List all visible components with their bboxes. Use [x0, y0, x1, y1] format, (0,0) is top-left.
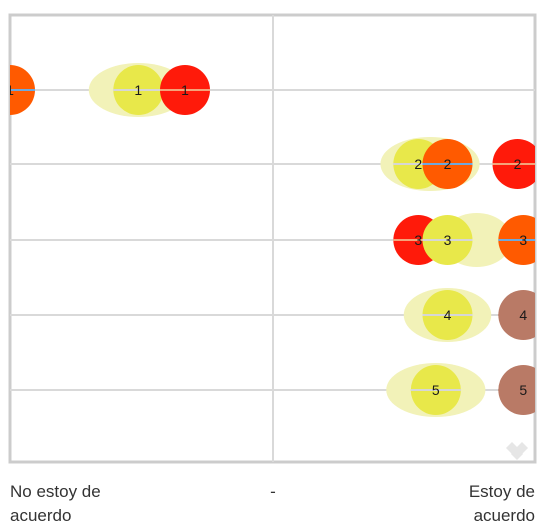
- point-label: 1: [134, 82, 142, 98]
- point-row-2-3[interactable]: 2: [492, 139, 543, 189]
- point-label: 3: [519, 232, 527, 248]
- points-layer: 1 1 1 2 2 2 3 3 3 4 4 5 5: [0, 65, 545, 415]
- point-row-5-1[interactable]: 5: [410, 365, 461, 415]
- point-label: 1: [181, 82, 189, 98]
- point-row-4-2[interactable]: 4: [498, 290, 545, 340]
- x-label-left-line2: acuerdo: [10, 506, 71, 525]
- point-row-1-2[interactable]: 1: [113, 65, 164, 115]
- x-label-right-line2: acuerdo: [474, 506, 535, 525]
- point-row-1-3[interactable]: 1: [160, 65, 210, 115]
- point-row-4-1[interactable]: 4: [422, 290, 473, 340]
- diamonds-logo-icon: [506, 442, 528, 460]
- point-label: 5: [432, 382, 440, 398]
- x-label-right-line1: Estoy de: [469, 482, 535, 501]
- point-row-3-3[interactable]: 3: [498, 215, 545, 265]
- point-label: 5: [519, 382, 527, 398]
- point-label: 2: [444, 156, 452, 172]
- point-label: 4: [444, 307, 452, 323]
- point-label: 3: [414, 232, 422, 248]
- point-label: 2: [414, 156, 422, 172]
- point-label: 3: [444, 232, 452, 248]
- point-row-5-2[interactable]: 5: [498, 365, 545, 415]
- point-label: 1: [6, 82, 14, 98]
- point-label: 2: [514, 156, 522, 172]
- point-label: 4: [519, 307, 527, 323]
- x-label-left-line1: No estoy de: [10, 482, 101, 501]
- x-axis-labels: No estoy de acuerdo - Estoy de acuerdo: [10, 482, 535, 525]
- x-label-middle: -: [270, 482, 276, 501]
- point-row-3-2[interactable]: 3: [422, 215, 473, 265]
- point-row-1-1[interactable]: 1: [0, 65, 35, 115]
- point-row-2-2[interactable]: 2: [422, 139, 473, 189]
